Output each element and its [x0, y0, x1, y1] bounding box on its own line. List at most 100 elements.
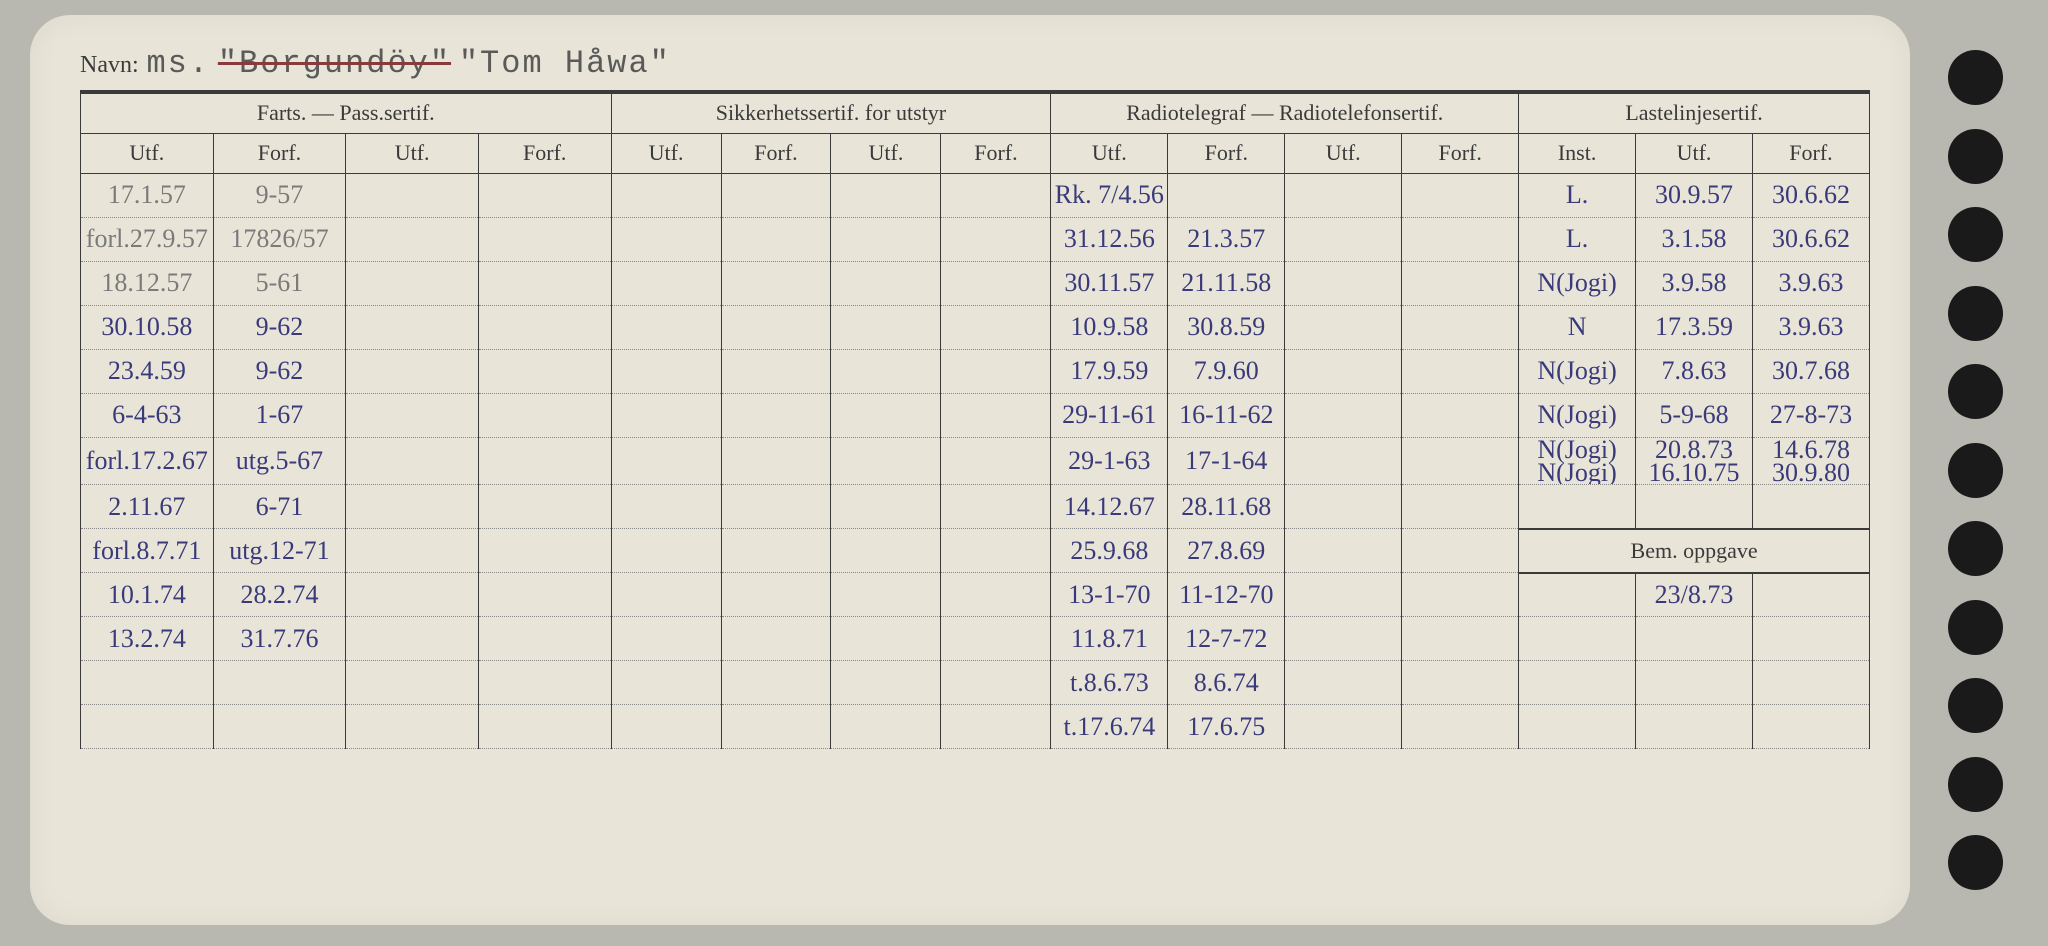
header-radio: Radiotelegraf — Radiotelefonsertif.	[1051, 93, 1519, 133]
cell	[831, 305, 941, 349]
cell	[831, 217, 941, 261]
cell	[721, 617, 831, 661]
cell: 17826/57	[213, 217, 346, 261]
cell	[611, 437, 721, 485]
cell: 2.11.67	[81, 485, 214, 529]
header-farts: Farts. — Pass.sertif.	[81, 93, 612, 133]
cell	[941, 261, 1051, 305]
cell: 16-11-62	[1168, 393, 1285, 437]
cell	[721, 217, 831, 261]
cell: 25.9.68	[1051, 529, 1168, 573]
cell: 31.7.76	[213, 617, 346, 661]
header-lastelinje: Lastelinjesertif.	[1519, 93, 1870, 133]
cell	[346, 617, 479, 661]
sub-utf: Utf.	[611, 133, 721, 173]
sub-forf: Forf.	[721, 133, 831, 173]
cell: forl.8.7.71	[81, 529, 214, 573]
cell: N(Jogi)	[1519, 349, 1636, 393]
cell	[478, 261, 611, 305]
cell	[478, 217, 611, 261]
cell	[1636, 661, 1753, 705]
cell: 18.12.57	[81, 261, 214, 305]
cell	[1402, 305, 1519, 349]
cell: forl.17.2.67	[81, 437, 214, 485]
table-row: forl.27.9.5717826/5731.12.5621.3.57L.3.1…	[81, 217, 1870, 261]
cell	[1402, 349, 1519, 393]
cell	[1285, 705, 1402, 749]
cell: N	[1519, 305, 1636, 349]
bem-header: Bem. oppgave	[1519, 529, 1870, 573]
cell	[478, 705, 611, 749]
cell	[831, 485, 941, 529]
cell	[941, 617, 1051, 661]
cell	[1636, 485, 1753, 529]
cell	[1402, 261, 1519, 305]
sub-forf: Forf.	[941, 133, 1051, 173]
cell: 9-57	[213, 173, 346, 217]
cell	[1402, 437, 1519, 485]
cell: 12-7-72	[1168, 617, 1285, 661]
cell	[1519, 661, 1636, 705]
sub-utf: Utf.	[1636, 133, 1753, 173]
sub-forf: Forf.	[213, 133, 346, 173]
cell	[478, 393, 611, 437]
cell	[1402, 573, 1519, 617]
sub-utf: Utf.	[1285, 133, 1402, 173]
cell	[1402, 485, 1519, 529]
cell	[1285, 617, 1402, 661]
cell	[1285, 485, 1402, 529]
table-row: 30.10.589-6210.9.5830.8.59N17.3.593.9.63	[81, 305, 1870, 349]
cell	[611, 529, 721, 573]
cell	[941, 573, 1051, 617]
cell: 7.9.60	[1168, 349, 1285, 393]
cell	[941, 529, 1051, 573]
cell	[1402, 173, 1519, 217]
cell	[1285, 661, 1402, 705]
cell: 5-9-68	[1636, 393, 1753, 437]
cell: 30.7.68	[1753, 349, 1870, 393]
cell	[1402, 617, 1519, 661]
cell: utg.12-71	[213, 529, 346, 573]
cell	[611, 173, 721, 217]
cell	[1519, 705, 1636, 749]
cell	[721, 705, 831, 749]
cell: forl.27.9.57	[81, 217, 214, 261]
cell	[1285, 173, 1402, 217]
table-row: 6-4-631-6729-11-6116-11-62N(Jogi)5-9-682…	[81, 393, 1870, 437]
hole-icon	[1948, 521, 2003, 576]
cell	[831, 349, 941, 393]
cell: 9-62	[213, 305, 346, 349]
cell: 6-71	[213, 485, 346, 529]
hole-icon	[1948, 757, 2003, 812]
binder-holes	[1948, 50, 2028, 890]
cell	[941, 661, 1051, 705]
cell	[721, 305, 831, 349]
cell	[831, 173, 941, 217]
table-row: t.8.6.738.6.74	[81, 661, 1870, 705]
certificate-table: Farts. — Pass.sertif. Sikkerhetssertif. …	[80, 92, 1870, 749]
cell: 30.10.58	[81, 305, 214, 349]
cell	[478, 529, 611, 573]
cell: L.	[1519, 173, 1636, 217]
cell	[1402, 393, 1519, 437]
cell: 21.3.57	[1168, 217, 1285, 261]
cell	[1519, 573, 1636, 617]
cell	[721, 349, 831, 393]
cell	[81, 661, 214, 705]
cell	[1402, 705, 1519, 749]
cell	[941, 437, 1051, 485]
cell	[721, 393, 831, 437]
cell	[478, 349, 611, 393]
cell	[1402, 217, 1519, 261]
cell	[1285, 393, 1402, 437]
cell	[721, 661, 831, 705]
cell	[831, 705, 941, 749]
cell	[831, 261, 941, 305]
cell	[941, 705, 1051, 749]
cell	[1402, 529, 1519, 573]
hole-icon	[1948, 207, 2003, 262]
cell: 11.8.71	[1051, 617, 1168, 661]
cell	[721, 529, 831, 573]
cell	[1753, 661, 1870, 705]
cell	[1285, 305, 1402, 349]
